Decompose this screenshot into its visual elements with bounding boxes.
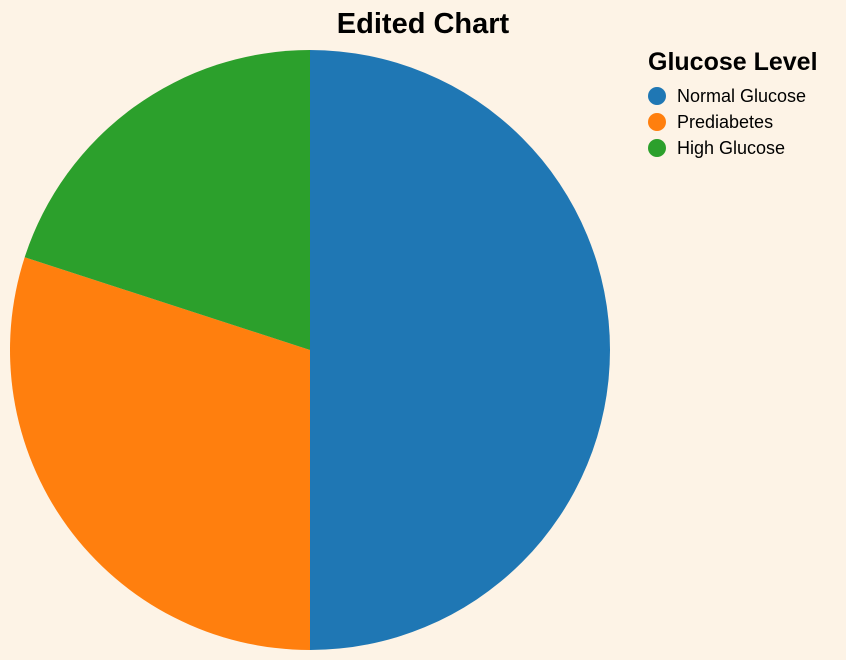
legend-item-high-glucose: High Glucose <box>648 135 846 161</box>
legend-items: Normal Glucose Prediabetes High Glucose <box>648 83 846 161</box>
pie-slice-normal-glucose <box>310 50 610 650</box>
legend-swatch <box>648 139 666 157</box>
pie-slice-prediabetes <box>9 257 311 650</box>
chart-title: Edited Chart <box>336 8 510 40</box>
legend-swatch <box>648 113 666 131</box>
legend-label: High Glucose <box>677 137 786 158</box>
legend-item-prediabetes: Prediabetes <box>648 109 846 135</box>
legend-swatch <box>648 87 666 105</box>
legend-label: Normal Glucose <box>677 85 807 106</box>
legend-item-normal-glucose: Normal Glucose <box>648 83 846 109</box>
legend-label: Prediabetes <box>677 111 774 132</box>
legend: Glucose Level Normal Glucose Prediabetes H… <box>648 48 846 161</box>
pie-slice-high-glucose <box>24 50 310 350</box>
pie-slices <box>9 50 610 650</box>
legend-title: Glucose Level <box>648 48 818 76</box>
